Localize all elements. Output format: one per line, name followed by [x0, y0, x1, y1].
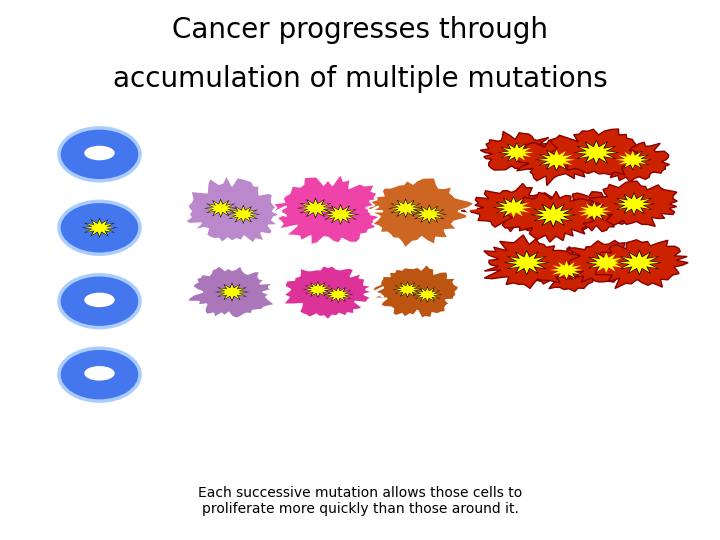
- Polygon shape: [206, 200, 235, 216]
- Polygon shape: [215, 282, 249, 301]
- Polygon shape: [564, 240, 648, 282]
- Polygon shape: [305, 282, 331, 296]
- Polygon shape: [387, 198, 423, 218]
- Polygon shape: [395, 282, 420, 296]
- Text: Each successive mutation allows those cells to
proliferate more quickly than tho: Each successive mutation allows those ce…: [198, 486, 522, 516]
- Polygon shape: [589, 181, 678, 226]
- Polygon shape: [538, 150, 575, 170]
- Polygon shape: [492, 196, 535, 219]
- Polygon shape: [366, 178, 474, 248]
- Polygon shape: [576, 141, 616, 164]
- Ellipse shape: [84, 293, 114, 307]
- Polygon shape: [503, 191, 604, 242]
- Ellipse shape: [59, 201, 140, 254]
- Polygon shape: [484, 235, 581, 288]
- Polygon shape: [500, 143, 534, 161]
- Ellipse shape: [59, 275, 140, 328]
- Text: Cancer progresses through: Cancer progresses through: [172, 16, 548, 44]
- Polygon shape: [302, 281, 333, 298]
- Polygon shape: [414, 206, 444, 222]
- Polygon shape: [323, 286, 354, 303]
- Polygon shape: [273, 174, 382, 245]
- Polygon shape: [498, 142, 536, 163]
- Polygon shape: [516, 140, 601, 186]
- Polygon shape: [226, 205, 261, 224]
- Text: Tumor: Tumor: [586, 116, 640, 131]
- Polygon shape: [297, 198, 335, 219]
- Polygon shape: [371, 264, 459, 319]
- Polygon shape: [413, 286, 442, 303]
- Polygon shape: [84, 219, 114, 236]
- Polygon shape: [322, 204, 359, 225]
- Polygon shape: [530, 202, 577, 228]
- Polygon shape: [585, 251, 627, 274]
- Polygon shape: [411, 204, 447, 224]
- Polygon shape: [616, 250, 662, 275]
- Polygon shape: [613, 149, 652, 171]
- Polygon shape: [575, 201, 613, 222]
- Polygon shape: [325, 206, 356, 224]
- Polygon shape: [547, 259, 585, 281]
- Polygon shape: [390, 200, 420, 217]
- Polygon shape: [526, 247, 606, 292]
- Polygon shape: [187, 266, 275, 319]
- Polygon shape: [588, 252, 625, 273]
- Polygon shape: [613, 192, 655, 215]
- Polygon shape: [592, 240, 688, 288]
- Polygon shape: [480, 131, 562, 171]
- Polygon shape: [217, 284, 246, 300]
- Polygon shape: [392, 281, 423, 298]
- Text: Normal: Normal: [103, 105, 165, 120]
- Polygon shape: [185, 175, 287, 243]
- Polygon shape: [506, 252, 547, 274]
- Polygon shape: [415, 287, 440, 301]
- Polygon shape: [616, 151, 649, 169]
- Ellipse shape: [59, 348, 140, 401]
- Polygon shape: [503, 250, 550, 275]
- Polygon shape: [577, 202, 611, 220]
- Polygon shape: [495, 197, 532, 218]
- Polygon shape: [550, 261, 583, 279]
- Polygon shape: [551, 192, 647, 232]
- Polygon shape: [204, 199, 238, 218]
- Polygon shape: [533, 204, 574, 226]
- Polygon shape: [616, 194, 652, 214]
- Polygon shape: [81, 218, 117, 238]
- Polygon shape: [573, 140, 619, 165]
- Polygon shape: [536, 148, 577, 172]
- Ellipse shape: [84, 146, 114, 160]
- Polygon shape: [462, 184, 552, 232]
- Text: accumulation of multiple mutations: accumulation of multiple mutations: [112, 65, 608, 93]
- Polygon shape: [549, 129, 639, 175]
- Polygon shape: [283, 266, 373, 320]
- Polygon shape: [619, 252, 660, 274]
- Polygon shape: [229, 206, 258, 222]
- Polygon shape: [325, 287, 351, 302]
- Polygon shape: [300, 199, 331, 217]
- Polygon shape: [592, 140, 670, 182]
- Ellipse shape: [59, 128, 140, 181]
- Ellipse shape: [84, 366, 114, 381]
